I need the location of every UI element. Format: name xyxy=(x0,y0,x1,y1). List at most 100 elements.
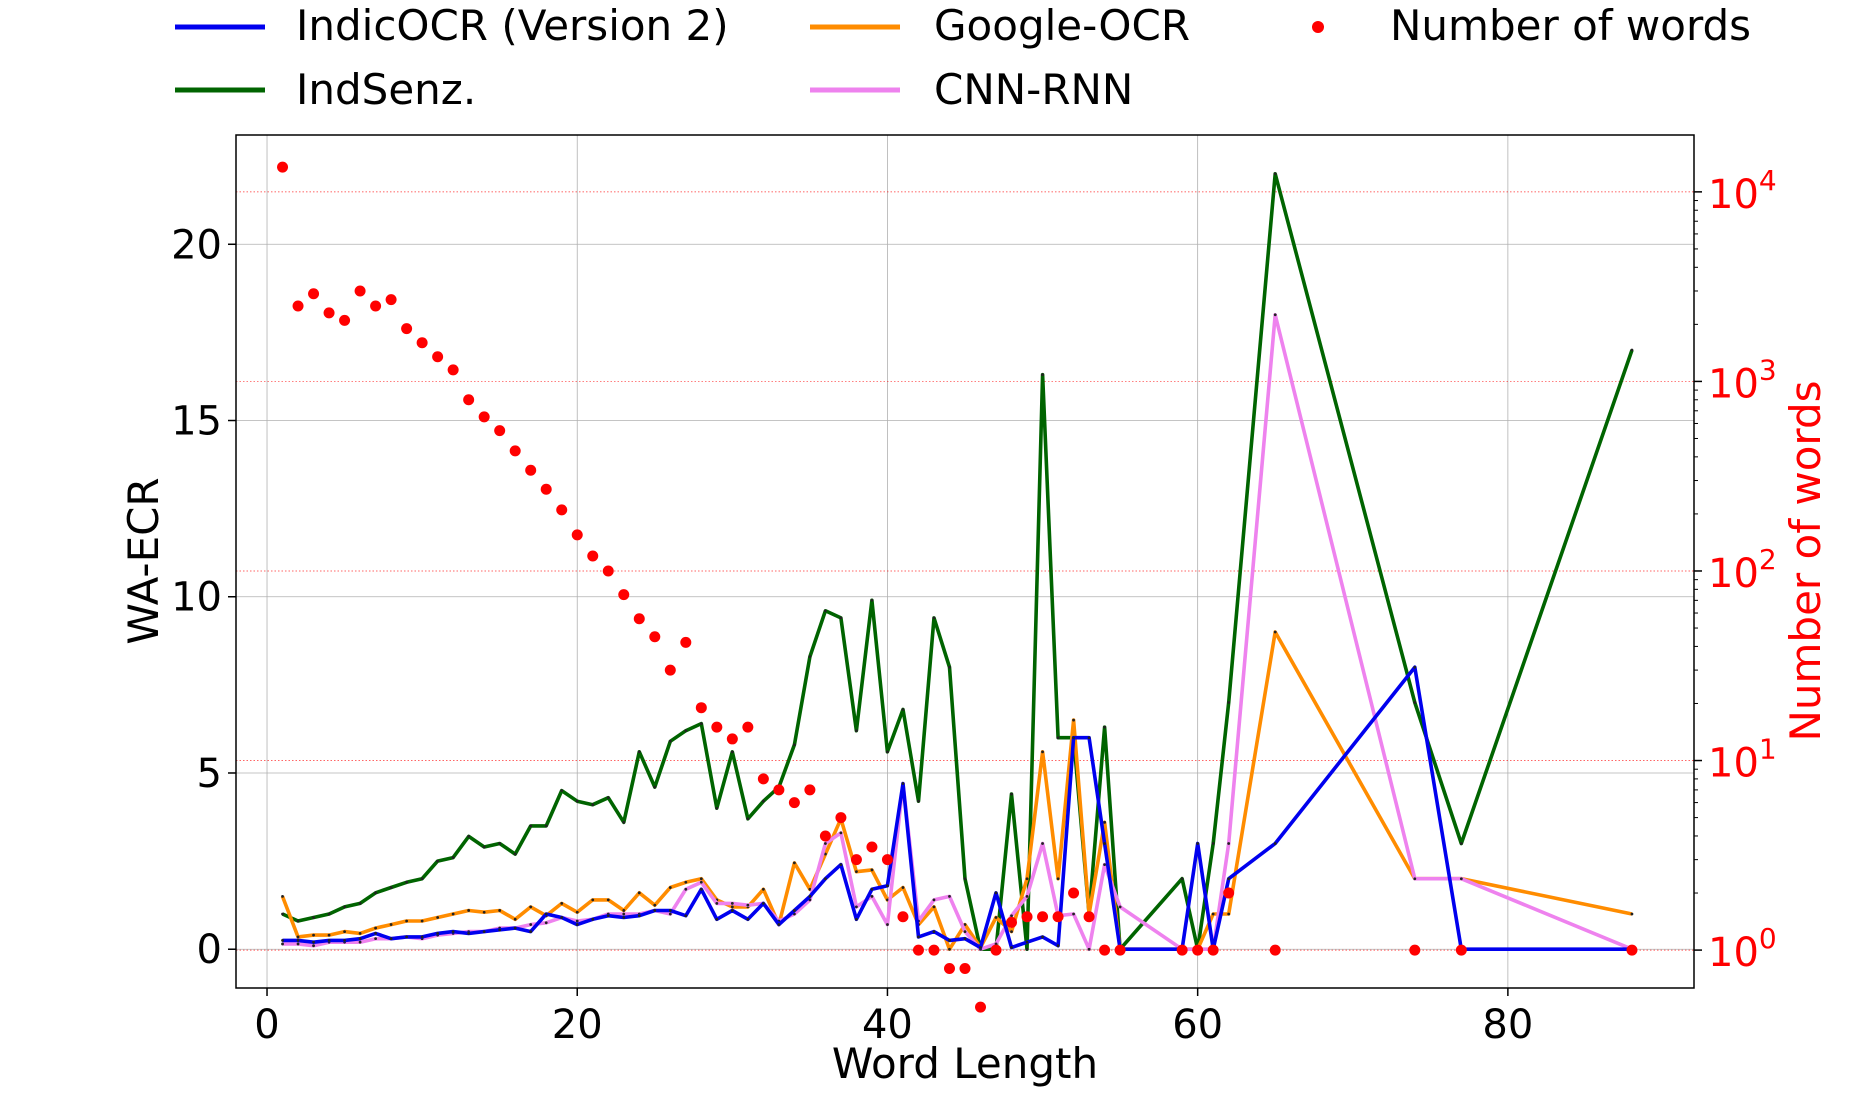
number-of-words-point xyxy=(819,830,831,842)
series-line-indsenz xyxy=(281,172,1634,952)
series-point-cnn-rnn xyxy=(824,842,827,845)
x-tick-label: 20 xyxy=(552,1002,603,1048)
series-point-google-ocr xyxy=(855,870,858,874)
y2-axis-ticks: 100 101 102 103 104 xyxy=(1694,164,1777,976)
number-of-words-point xyxy=(339,314,351,326)
y-axis-label: WA-ECR xyxy=(119,477,168,644)
series-point-cnn-rnn xyxy=(1413,877,1417,881)
series-point-indicocr-version-2 xyxy=(622,916,626,919)
number-of-words-point xyxy=(1269,944,1281,956)
series-point-indsenz xyxy=(513,852,517,856)
series-point-indsenz xyxy=(901,708,905,711)
series-point-indsenz xyxy=(358,902,362,905)
number-of-words-point xyxy=(695,702,707,714)
series-point-indicocr-version-2 xyxy=(699,887,703,891)
number-of-words-point xyxy=(680,636,692,648)
x-tick-label: 60 xyxy=(1172,1002,1223,1048)
number-of-words-point xyxy=(1409,944,1421,956)
series-point-cnn-rnn xyxy=(358,940,362,944)
series-point-indicocr-version-2 xyxy=(761,902,765,905)
series-point-indicocr-version-2 xyxy=(963,937,967,941)
series-point-indicocr-version-2 xyxy=(994,891,998,895)
series-point-indsenz xyxy=(839,616,843,620)
number-of-words-point xyxy=(726,733,738,745)
series-point-indsenz xyxy=(1459,842,1463,845)
number-of-words-point xyxy=(881,854,893,866)
number-of-words-point xyxy=(649,631,661,643)
series-point-google-ocr xyxy=(560,902,564,905)
number-of-words-point xyxy=(928,944,940,956)
series-point-indsenz xyxy=(637,750,641,754)
series-point-indicocr-version-2 xyxy=(715,917,719,921)
series-point-indicocr-version-2 xyxy=(389,937,393,941)
series-point-google-ocr xyxy=(1227,912,1231,916)
legend-label-cnn-rnn: CNN-RNN xyxy=(934,65,1133,114)
series-point-indicocr-version-2 xyxy=(1087,736,1091,740)
number-of-words-point xyxy=(990,944,1002,956)
series-point-indsenz xyxy=(1180,877,1184,881)
series-point-indsenz xyxy=(1630,348,1634,352)
series-point-indsenz xyxy=(1227,701,1231,704)
series-point-google-ocr xyxy=(792,861,796,865)
y-tick-label: 5 xyxy=(197,751,222,797)
series-point-indsenz xyxy=(746,817,750,821)
number-of-words-point xyxy=(1223,887,1235,899)
x-tick-label: 0 xyxy=(254,1002,279,1048)
number-of-words-point xyxy=(1006,916,1018,928)
number-of-words-point xyxy=(385,294,397,306)
series-point-indsenz xyxy=(1010,792,1013,796)
series-line-cnn-rnn xyxy=(282,312,1633,952)
series-point-indsenz xyxy=(932,616,936,620)
series-point-indicocr-version-2 xyxy=(932,930,936,934)
x-tick-label: 40 xyxy=(862,1002,913,1048)
series-point-indicocr-version-2 xyxy=(451,930,455,934)
y2-tick-label: 104 xyxy=(1708,164,1777,218)
series-point-indicocr-version-2 xyxy=(281,939,284,942)
series-point-google-ocr xyxy=(420,919,424,923)
series-point-indsenz xyxy=(575,799,579,803)
number-of-words-point xyxy=(633,613,645,625)
number-of-words-point xyxy=(540,483,552,495)
legend-item-indsenz: IndSenz. xyxy=(175,65,476,114)
series-point-google-ocr xyxy=(327,933,331,937)
series-point-indicocr-version-2 xyxy=(979,946,982,949)
series-lines xyxy=(280,172,1634,952)
series-point-google-ocr xyxy=(684,880,688,884)
series-point-google-ocr xyxy=(513,917,517,921)
number-of-words-point xyxy=(773,784,785,796)
series-point-indicocr-version-2 xyxy=(1041,935,1044,939)
series-point-google-ocr xyxy=(1630,912,1634,916)
number-of-words-point xyxy=(1037,911,1049,923)
series-point-indicocr-version-2 xyxy=(839,863,843,867)
series-point-google-ocr xyxy=(668,886,672,889)
series-point-indicocr-version-2 xyxy=(420,935,424,939)
series-point-indsenz xyxy=(684,729,688,733)
number-of-words-point xyxy=(788,797,800,809)
series-point-indicocr-version-2 xyxy=(327,939,331,942)
y-tick-label: 0 xyxy=(197,927,222,973)
legend-label-indsenz: IndSenz. xyxy=(296,65,476,114)
series-point-cnn-rnn xyxy=(870,894,874,898)
series-point-cnn-rnn xyxy=(1025,894,1029,898)
series-point-cnn-rnn xyxy=(544,921,548,925)
series-point-indicocr-version-2 xyxy=(792,909,796,912)
number-of-words-point xyxy=(804,784,816,796)
series-point-indsenz xyxy=(824,609,827,613)
series-point-indsenz xyxy=(855,729,858,733)
series-point-google-ocr xyxy=(1010,930,1013,934)
series-point-indicocr-version-2 xyxy=(374,931,377,935)
series-point-cnn-rnn xyxy=(963,930,967,934)
series-point-cnn-rnn xyxy=(296,942,300,946)
series-point-google-ocr xyxy=(948,947,951,951)
series-point-cnn-rnn xyxy=(529,923,533,926)
number-of-words-point xyxy=(1207,944,1219,956)
grid-lines xyxy=(236,135,1694,988)
series-point-google-ocr xyxy=(467,909,471,912)
series-point-cnn-rnn xyxy=(948,894,951,898)
series-point-indicocr-version-2 xyxy=(1227,877,1231,881)
series-point-indicocr-version-2 xyxy=(1413,665,1417,669)
number-of-words-point xyxy=(618,589,630,601)
series-point-indicocr-version-2 xyxy=(668,909,672,912)
series-point-indicocr-version-2 xyxy=(824,877,827,881)
number-of-words-point xyxy=(463,394,475,406)
